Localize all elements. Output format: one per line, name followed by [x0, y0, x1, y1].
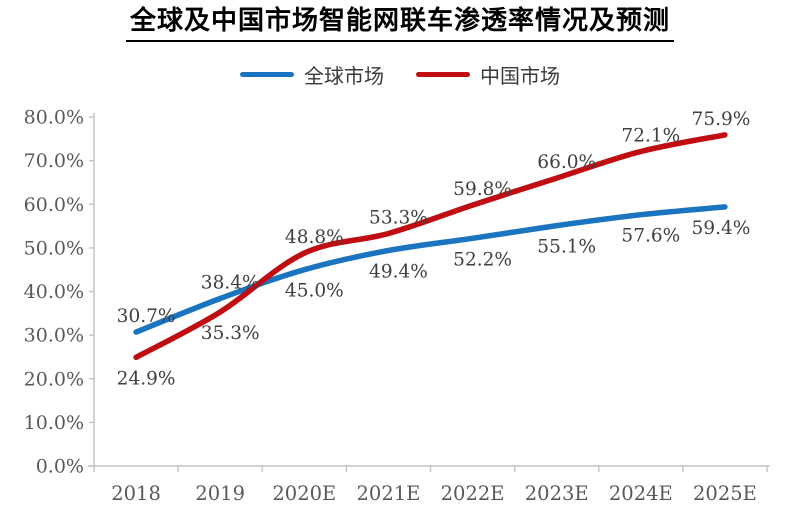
x-tick-label: 2025E [693, 482, 757, 505]
x-tick-label: 2020E [272, 482, 336, 505]
legend-item-global-market: 全球市场 [240, 60, 384, 89]
legend-label: 中国市场 [480, 64, 560, 88]
line-chart: 0.0% 10.0% 20.0% 30.0% 40.0% 50.0% 60.0% 70.0% 8… [24, 107, 770, 505]
x-tick-label: 2023E [525, 482, 589, 505]
data-label-china-market: 24.9% [117, 368, 176, 389]
data-label-global-market: 57.6% [621, 226, 680, 247]
data-label-global-market: 59.4% [692, 218, 751, 239]
chart-legend: 全球市场 中国市场 [0, 60, 800, 89]
title-area: 全球及中国市场智能网联车渗透率情况及预测 [0, 6, 800, 43]
data-label-china-market: 53.3% [369, 207, 428, 228]
legend-line-swatch [240, 71, 294, 78]
y-tick-label: 50.0% [24, 237, 84, 259]
data-label-china-market: 75.9% [692, 109, 751, 130]
y-tick-label: 10.0% [24, 412, 84, 434]
y-tick-label: 40.0% [24, 281, 84, 303]
data-label-china-market: 72.1% [621, 125, 680, 146]
y-tick-label: 30.0% [24, 325, 84, 347]
y-tick-label: 0.0% [36, 456, 84, 478]
y-tick-label: 70.0% [24, 150, 84, 172]
legend-label: 全球市场 [304, 64, 384, 88]
series-line-global-market [133, 204, 728, 335]
x-tick-label: 2021E [357, 482, 421, 505]
data-label-china-market: 59.8% [453, 179, 512, 200]
y-tick-label: 80.0% [24, 107, 84, 129]
data-label-global-market: 49.4% [369, 261, 428, 282]
x-tick-label: 2022E [441, 482, 505, 505]
data-label-china-market: 66.0% [537, 152, 596, 173]
x-tick-label: 2024E [609, 482, 673, 505]
data-label-global-market: 52.2% [453, 249, 512, 270]
series-line-china-market [133, 132, 728, 361]
data-label-global-market: 38.4% [201, 272, 260, 293]
y-tick-label: 60.0% [24, 194, 84, 216]
x-tick-label: 2019 [195, 482, 245, 505]
data-label-global-market: 30.7% [117, 306, 176, 327]
data-label-global-market: 45.0% [285, 281, 344, 302]
x-tick-label: 2018 [111, 482, 161, 505]
data-label-global-market: 55.1% [537, 237, 596, 258]
data-label-china-market: 48.8% [285, 227, 344, 248]
legend-item-china-market: 中国市场 [416, 60, 560, 89]
data-label-china-market: 35.3% [201, 323, 260, 344]
legend-line-swatch [416, 71, 470, 78]
y-tick-label: 20.0% [24, 368, 84, 390]
chart-title: 全球及中国市场智能网联车渗透率情况及预测 [125, 6, 674, 43]
